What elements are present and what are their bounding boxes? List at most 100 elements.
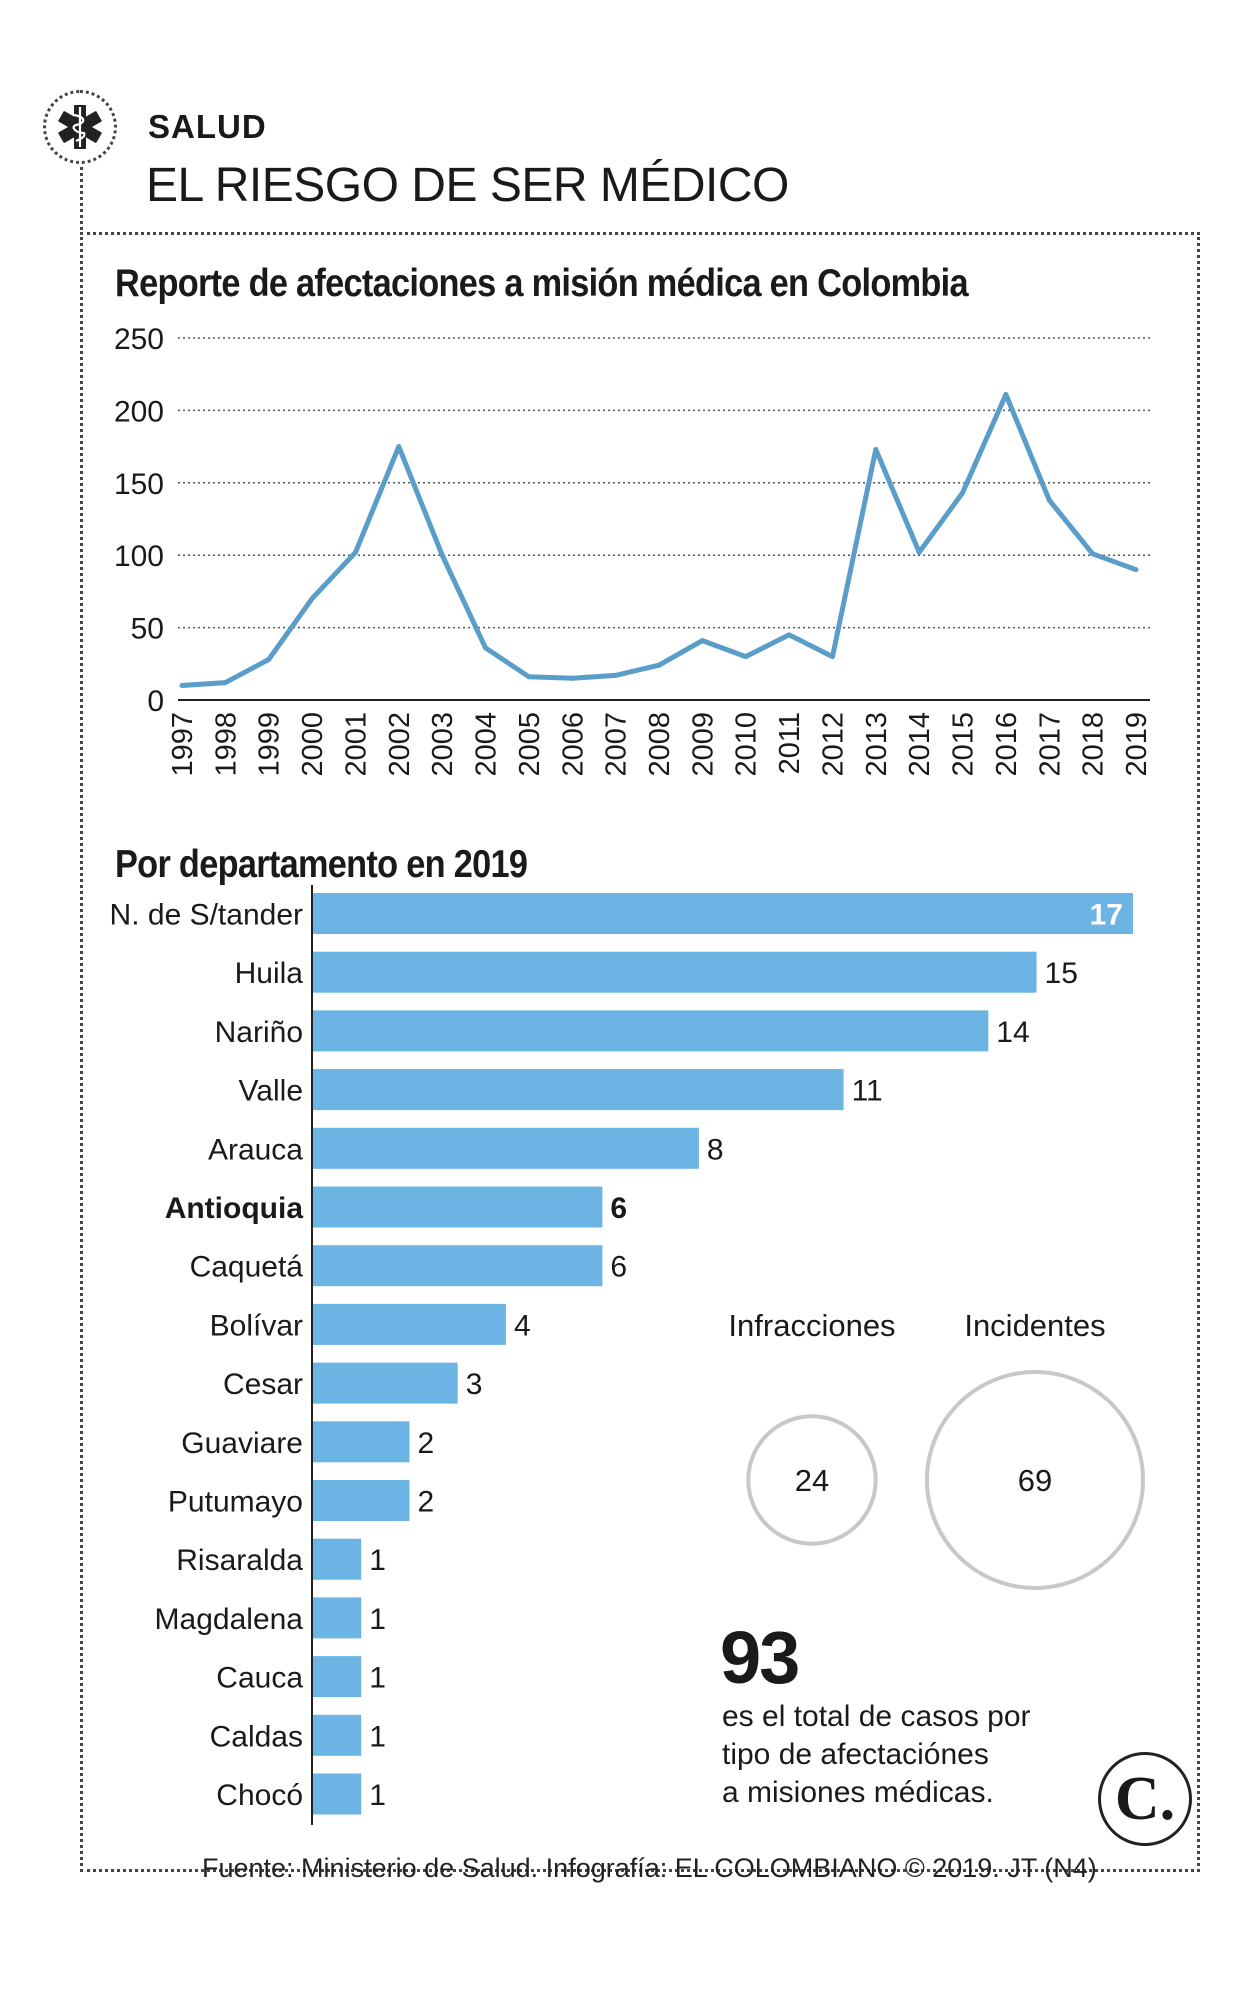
data-point: [829, 654, 835, 660]
bar: [313, 1303, 506, 1345]
x-tick-label: 2011: [774, 712, 806, 774]
total-cases-number: 93: [720, 1616, 800, 1699]
category-label: Bolívar: [210, 1309, 303, 1342]
data-point: [526, 674, 532, 680]
x-tick-label: 2005: [514, 712, 546, 777]
bubble: [746, 1414, 878, 1546]
bubble-category-label: Incidentes: [964, 1308, 1105, 1343]
value-label: 3: [466, 1368, 483, 1401]
value-label: 2: [417, 1427, 434, 1460]
data-point: [743, 654, 749, 660]
bar-chart-title: Por departamento en 2019: [115, 843, 528, 886]
x-tick-label: 2000: [297, 712, 329, 777]
bar: [313, 1127, 699, 1169]
value-label: 8: [707, 1133, 724, 1166]
total-text-line: a misiones médicas.: [722, 1776, 994, 1809]
y-tick-label: 100: [114, 540, 164, 573]
category-label: Guaviare: [181, 1427, 303, 1460]
category-label: Caquetá: [190, 1251, 304, 1284]
category-label: N. de S/tander: [110, 899, 303, 932]
total-text-line: tipo de afectaciónes: [722, 1738, 989, 1771]
category-label: Arauca: [208, 1133, 303, 1166]
data-point: [569, 675, 575, 681]
category-label: Risaralda: [176, 1544, 303, 1577]
line-chart-title: Reporte de afectaciones a misión médica …: [115, 262, 969, 305]
x-tick-label: 2001: [340, 712, 372, 777]
data-point: [916, 549, 922, 555]
data-point: [1046, 497, 1052, 503]
bar: [313, 1597, 362, 1639]
bar: [313, 1421, 410, 1463]
data-point: [699, 638, 705, 644]
x-tick-label: 1999: [254, 712, 286, 777]
x-tick-label: 2009: [687, 712, 719, 777]
bar: [313, 1010, 989, 1052]
page-title: EL RIESGO DE SER MÉDICO: [146, 159, 789, 212]
bubble-value-label: 24: [795, 1463, 829, 1498]
value-label: 6: [610, 1192, 627, 1225]
bar: [313, 1245, 603, 1287]
x-tick-label: 2014: [904, 712, 936, 777]
x-tick-label: 2015: [948, 712, 980, 777]
value-label: 17: [1090, 899, 1123, 932]
category-label: Antioquia: [165, 1192, 304, 1225]
bar: [313, 951, 1037, 993]
infographic-frame: [80, 232, 1200, 1872]
bar: [313, 1362, 458, 1404]
x-tick-label: 2012: [817, 712, 849, 777]
x-tick-label: 2019: [1121, 712, 1153, 777]
category-label: Magdalena: [155, 1603, 304, 1636]
x-tick-label: 2013: [861, 712, 893, 777]
value-label: 1: [369, 1779, 386, 1812]
x-tick-label: 2016: [991, 712, 1023, 777]
medical-star-icon: [58, 105, 102, 149]
bubble: [925, 1370, 1145, 1590]
value-label: 15: [1045, 957, 1078, 990]
data-point: [309, 596, 315, 602]
bar: [313, 1656, 362, 1698]
data-point: [352, 549, 358, 555]
total-cases-description: es el total de casos por tipo de afectac…: [722, 1698, 1082, 1812]
value-label: 6: [610, 1251, 627, 1284]
category-label: Caldas: [210, 1720, 303, 1753]
category-label: Nariño: [215, 1016, 303, 1049]
data-point: [222, 680, 228, 686]
bar: [313, 1186, 603, 1228]
decorative-dotted-line: [80, 150, 83, 235]
value-label: 14: [996, 1016, 1029, 1049]
data-point: [1003, 391, 1009, 397]
y-tick-label: 200: [114, 395, 164, 428]
x-tick-label: 2017: [1034, 712, 1066, 777]
category-label: Huila: [235, 957, 304, 990]
y-tick-label: 50: [131, 613, 164, 646]
bar: [313, 1773, 362, 1815]
bar: [313, 1069, 844, 1111]
x-tick-label: 2002: [384, 712, 416, 777]
bar: [313, 893, 1133, 934]
data-point: [1090, 551, 1096, 557]
x-tick-label: 2006: [557, 712, 589, 777]
badge: [43, 90, 117, 164]
data-point: [396, 444, 402, 450]
value-label: 2: [417, 1486, 434, 1519]
data-point: [179, 683, 185, 689]
data-point: [960, 490, 966, 496]
x-tick-label: 1998: [210, 712, 242, 777]
x-tick-label: 2007: [601, 712, 633, 777]
category-label: Chocó: [216, 1779, 303, 1812]
source-credit: Fuente: Ministerio de Salud. Infografía:…: [202, 1853, 1097, 1883]
value-label: 1: [369, 1544, 386, 1577]
x-tick-label: 2004: [471, 712, 503, 777]
bar: [313, 1714, 362, 1756]
category-label: Cesar: [223, 1368, 303, 1401]
bubble-category-label: Infracciones: [728, 1308, 895, 1343]
data-point: [613, 672, 619, 678]
y-tick-label: 0: [147, 685, 164, 718]
value-label: 4: [514, 1309, 531, 1342]
data-point: [266, 656, 272, 662]
value-label: 1: [369, 1662, 386, 1695]
value-label: 11: [852, 1075, 883, 1108]
newspaper-logo: C.: [1098, 1752, 1192, 1846]
